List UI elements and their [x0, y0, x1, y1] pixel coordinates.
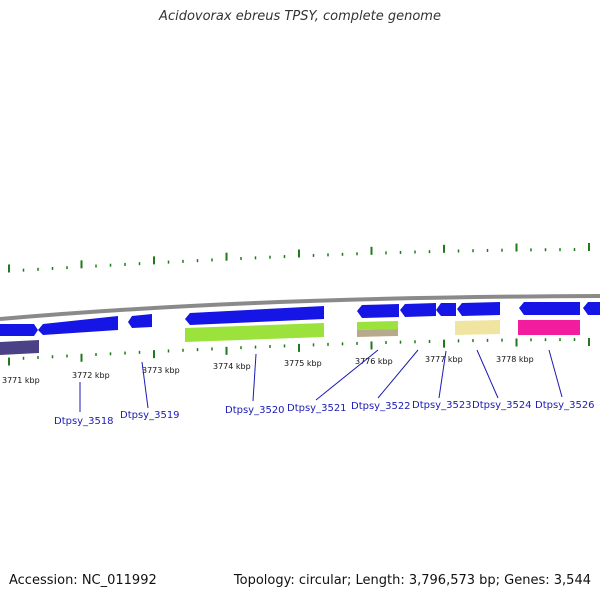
gene-labels: Dtpsy_3518 Dtpsy_3519 Dtpsy_3520 Dtpsy_3…	[54, 400, 595, 427]
cds-feature[interactable]	[583, 302, 600, 315]
kbp-label: 3773 kbp	[142, 366, 180, 375]
gene-label-dtpsy-3523[interactable]: Dtpsy_3523	[412, 400, 472, 411]
cds-feature[interactable]	[457, 302, 500, 316]
gene-label-dtpsy-3521[interactable]: Dtpsy_3521	[287, 403, 347, 414]
kbp-labels: 3771 kbp 3772 kbp 3773 kbp 3774 kbp 3775…	[2, 355, 534, 385]
lime-feature-small[interactable]	[357, 321, 398, 330]
kbp-label: 3776 kbp	[355, 357, 393, 366]
kbp-label: 3771 kbp	[2, 376, 40, 385]
cds-feature[interactable]	[128, 314, 152, 328]
outer-tick-ring	[8, 243, 590, 273]
gene-label-dtpsy-3518[interactable]: Dtpsy_3518	[54, 416, 114, 427]
gene-label-dtpsy-3524[interactable]: Dtpsy_3524	[472, 400, 532, 411]
kbp-label: 3774 kbp	[213, 362, 251, 371]
gene-label-dtpsy-3526[interactable]: Dtpsy_3526	[535, 400, 595, 411]
inner-tick-ring	[8, 338, 590, 366]
gene-label-dtpsy-3520[interactable]: Dtpsy_3520	[225, 405, 285, 416]
gene-leader-line	[438, 350, 447, 399]
cds-feature[interactable]	[519, 302, 580, 315]
gene-leader-line	[252, 353, 257, 402]
gene-label-dtpsy-3522[interactable]: Dtpsy_3522	[351, 401, 411, 412]
gene-leader-line	[141, 361, 149, 409]
cds-feature[interactable]	[185, 306, 324, 325]
gene-leaders	[79, 349, 563, 412]
gene-leader-line	[377, 349, 419, 399]
cds-feature[interactable]	[0, 324, 38, 336]
kbp-label: 3772 kbp	[72, 371, 110, 380]
genome-backbone	[0, 294, 600, 321]
gene-leader-line	[315, 349, 379, 401]
pale-yellow-feature[interactable]	[455, 320, 500, 335]
kbp-label: 3777 kbp	[425, 355, 463, 364]
map-title: Acidovorax ebreus TPSY, complete genome	[159, 9, 441, 24]
gene-label-dtpsy-3519[interactable]: Dtpsy_3519	[120, 410, 180, 421]
kbp-label: 3778 kbp	[496, 355, 534, 364]
magenta-feature[interactable]	[518, 320, 580, 335]
gene-leader-line	[476, 349, 499, 399]
other-features	[0, 320, 580, 355]
accession-label: Accession: NC_011992	[9, 573, 157, 588]
cds-feature[interactable]	[357, 304, 399, 318]
gene-leader-line	[548, 349, 563, 398]
lime-feature[interactable]	[185, 323, 324, 342]
cds-feature[interactable]	[38, 316, 118, 335]
cds-features	[0, 302, 600, 336]
tan-feature[interactable]	[357, 329, 398, 337]
cds-feature[interactable]	[436, 303, 456, 316]
kbp-label: 3775 kbp	[284, 359, 322, 368]
genome-summary: Topology: circular; Length: 3,796,573 bp…	[233, 573, 591, 588]
cds-feature[interactable]	[400, 303, 436, 317]
slate-feature[interactable]	[0, 340, 39, 355]
